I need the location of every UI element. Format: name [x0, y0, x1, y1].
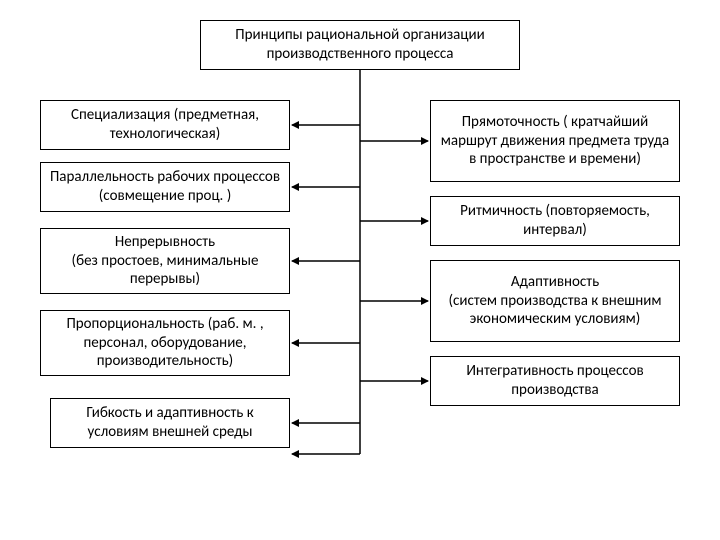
node-flexibility: Гибкость и адаптивность к условиям внешн… [50, 398, 290, 448]
node-label: Гибкость и адаптивность к условиям внешн… [59, 404, 281, 442]
node-adaptiveness: Адаптивность (систем производства к внеш… [430, 260, 680, 342]
node-parallelism: Параллельность рабочих процессов (совмещ… [40, 162, 290, 212]
node-proportionality: Пропорциональность (раб. м. , персонал, … [40, 310, 290, 376]
node-rhythm: Ритмичность (повторяемость, интервал) [430, 196, 680, 246]
node-label: Специализация (предметная, технологическ… [49, 106, 281, 144]
node-directness: Прямоточность ( кратчайший маршрут движе… [430, 100, 680, 182]
node-label: Ритмичность (повторяемость, интервал) [439, 202, 671, 240]
node-continuity: Непрерывность (без простоев, минимальные… [40, 228, 290, 294]
node-label: Пропорциональность (раб. м. , персонал, … [49, 315, 281, 371]
node-label: Непрерывность (без простоев, минимальные… [49, 233, 281, 289]
title-box: Принципы рациональной организации произв… [200, 20, 520, 70]
node-label: Интегративность процессов производства [439, 362, 671, 400]
title-text: Принципы рациональной организации произв… [209, 26, 511, 64]
node-label: Параллельность рабочих процессов (совмещ… [49, 168, 281, 206]
node-label: Адаптивность (систем производства к внеш… [439, 273, 671, 329]
node-label: Прямоточность ( кратчайший маршрут движе… [439, 113, 671, 169]
node-specialization: Специализация (предметная, технологическ… [40, 100, 290, 150]
node-integrativeness: Интегративность процессов производства [430, 356, 680, 406]
